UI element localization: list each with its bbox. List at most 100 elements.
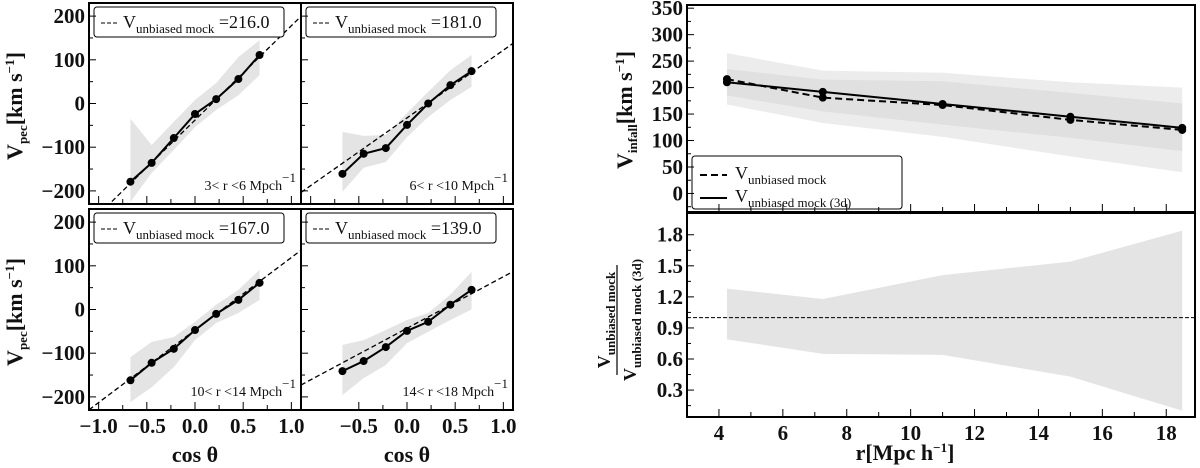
y-tick-label: −200 [42,179,85,203]
plot-area [687,230,1195,411]
bin-annotation-part: 6< r <10 Mpch [410,179,495,194]
series-point [722,78,731,87]
plot-area [722,53,1187,173]
legend: Vunbiased mock =139.0 [305,212,497,244]
x-tick-label: 1.0 [490,414,516,438]
legend: Vunbiased mock =181.0 [305,6,497,38]
bin-annotation: 6< r <10 Mpch−1 [410,170,508,194]
y-axis-label: Vpec[km s−1] [2,52,30,160]
y-axis-label-part: pec [15,125,30,144]
bin-annotation: 10< r <14 Mpch−1 [191,376,296,400]
data-point [255,50,264,59]
legend-box [305,6,497,38]
data-point [234,75,243,84]
y-axis-label-part: ] [2,258,27,265]
x-tick-label: −1.0 [80,414,118,438]
data-point [359,149,368,158]
ratio-denominator-part: unbiased mock (3d) [629,259,644,368]
y-axis-label-part: V [612,153,637,169]
legend-label: Vunbiased mock (3d) [735,186,851,210]
series-point [818,87,827,96]
y-tick-label: 50 [662,155,683,179]
y-axis-label-part: −1 [612,58,627,72]
y-tick-label: 100 [652,129,684,153]
legend-label-part: V [335,12,348,32]
y-tick-label: 350 [652,0,684,20]
plot-area: 6< r <10 Mpch−1 [301,42,513,194]
data-point [212,309,221,318]
y-tick-label: 1.8 [657,223,683,247]
bin-annotation-part: −1 [282,376,296,391]
x-axis-label: cos θ [384,442,430,467]
data-point [446,300,455,309]
legend-label: Vunbiased mock [735,163,827,187]
series-point [1066,112,1075,121]
y-axis-label-part: infall [625,124,640,153]
legend-label: Vunbiased mock =167.0 [123,218,270,242]
fit-line [108,15,301,204]
data-point [126,376,135,385]
y-tick-label: −100 [42,341,85,365]
y-tick-label: 100 [54,48,86,72]
y-tick-label: 1.2 [657,285,683,309]
y-tick-label: 200 [652,76,684,100]
bin-annotation-part: −1 [494,376,508,391]
data-point [338,169,347,178]
data-point [338,367,347,376]
bin-annotation: 14< r <18 Mpch−1 [403,376,508,400]
legend: Vunbiased mock =167.0 [93,212,285,244]
legend-label-part: unbiased mock [748,172,827,187]
y-tick-label: −100 [42,135,85,159]
plot-area: 14< r <18 Mpch−1 [301,270,513,400]
legend-label-part: =216.0 [214,12,269,32]
legend-label: Vunbiased mock =181.0 [335,12,482,36]
y-axis-label: Vpec[km s−1] [2,258,30,366]
x-tick-label: −0.5 [128,414,166,438]
panel-frame [300,2,514,205]
y-tick-label: 0 [75,298,86,322]
x-axis-label: r[Mpc h−1] [856,440,955,465]
y-tick-label: 200 [54,4,86,28]
data-point [147,358,156,367]
y-axis-label-part: [km s [2,73,27,125]
y-tick-label: 0.3 [657,378,683,402]
bin-annotation-part: 14< r <18 Mpch [403,385,495,400]
legend-label-part: unbiased mock [136,21,215,36]
legend-box [305,212,497,244]
x-tick-label: 0.5 [230,414,256,438]
x-tick-label: 4 [714,421,725,445]
x-tick-label: 10 [900,421,921,445]
series-point [818,93,827,102]
data-point [467,67,476,76]
legend-label-part: unbiased mock [348,21,427,36]
legend-label-part: =181.0 [426,12,481,32]
plot-area: 10< r <14 Mpch−1 [89,249,301,410]
data-point [424,99,433,108]
data-point [467,285,476,294]
legend-label: Vunbiased mock =216.0 [123,12,270,36]
bin-annotation-part: 3< r <6 Mpch [205,179,283,194]
legend-label-part: V [735,163,748,183]
x-tick-label: 12 [964,421,985,445]
x-tick-label: 6 [778,421,789,445]
y-tick-label: 300 [652,23,684,47]
x-axis-label: cos θ [172,442,218,467]
bin-annotation: 3< r <6 Mpch−1 [205,170,296,194]
y-axis-label: Vinfall[km s−1] [612,51,640,169]
ratio-numerator-part: unbiased mock [603,271,618,355]
legend-label-part: V [335,218,348,238]
legend-label-part: unbiased mock [136,227,215,242]
data-point [147,158,156,167]
x-tick-label: 14 [1028,421,1050,445]
ratio-denominator: Vunbiased mock (3d) [620,259,644,381]
legend-label-part: unbiased mock (3d) [748,195,851,210]
data-point [191,109,199,118]
bin-annotation-part: −1 [282,170,296,185]
x-tick-label: 0.0 [182,414,208,438]
x-tick-label: 1.0 [278,414,304,438]
y-axis-label-part: −1 [2,265,17,279]
x-tick-label: 16 [1092,421,1113,445]
series-point [938,100,947,108]
